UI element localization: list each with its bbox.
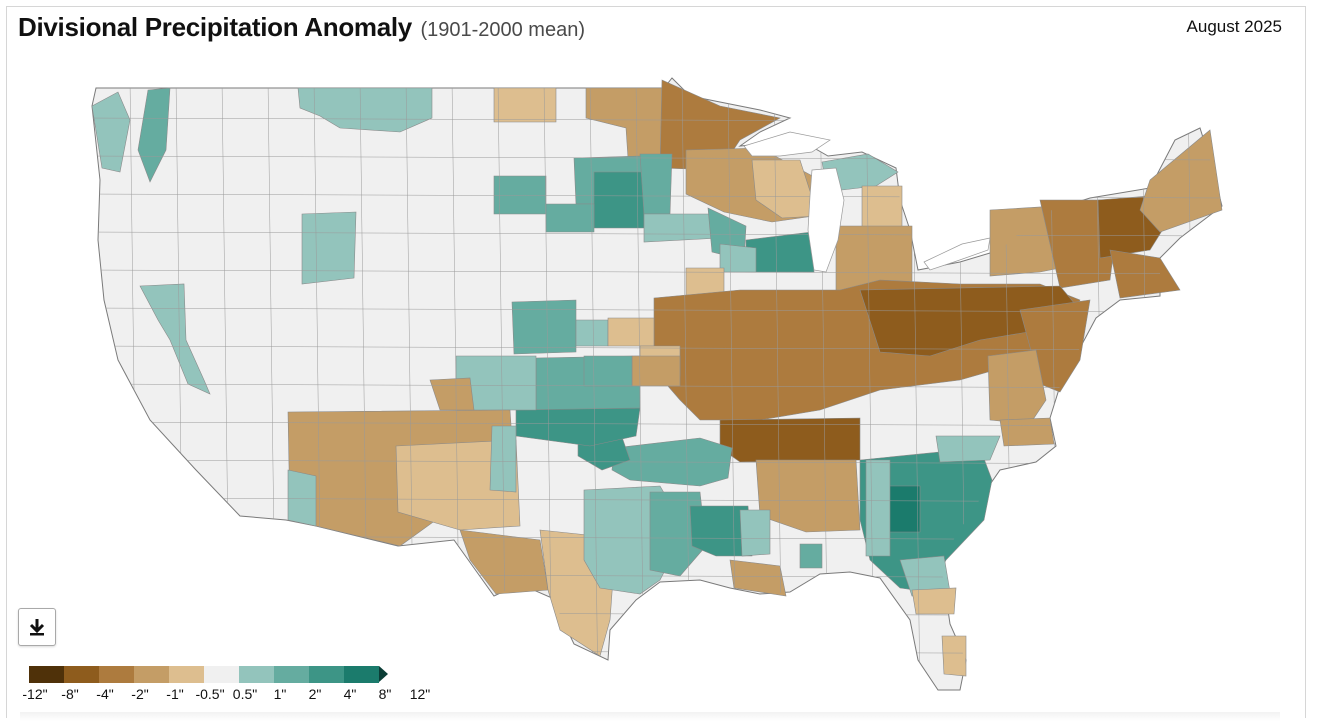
climate-division-37[interactable]: [511, 299, 577, 355]
legend-label-3: -2": [131, 686, 149, 702]
division-boundary-line: [92, 611, 1222, 617]
climate-division-7[interactable]: [751, 159, 819, 219]
climate-division-59[interactable]: [935, 435, 1001, 463]
climate-division-26[interactable]: [1109, 249, 1181, 299]
legend-label-4: -1": [166, 686, 184, 702]
climate-division-11[interactable]: [639, 153, 673, 215]
division-boundary-line: [1095, 79, 1105, 690]
download-button[interactable]: [18, 608, 56, 646]
lake-erie: [923, 237, 991, 271]
climate-division-64[interactable]: [139, 283, 211, 395]
climate-division-62[interactable]: [911, 587, 957, 615]
legend-label-7: 1": [273, 686, 287, 702]
legend-swatch-0: [29, 666, 64, 683]
legend-label-10: 8": [378, 686, 392, 702]
map-title: Divisional Precipitation Anomaly: [18, 12, 412, 42]
climate-division-13[interactable]: [545, 203, 595, 233]
division-boundary-line: [92, 649, 1222, 655]
climate-division-48[interactable]: [287, 469, 317, 527]
climate-division-44[interactable]: [631, 355, 681, 387]
climate-division-3[interactable]: [493, 87, 557, 123]
climate-division-25[interactable]: [1139, 129, 1223, 233]
division-boundary-line: [92, 269, 1222, 275]
legend-swatch-6: [239, 666, 274, 683]
legend-label-6: 0.5": [232, 686, 258, 702]
division-boundary-line: [92, 307, 1222, 313]
legend-labels: -12" -8" -4" -2" -1" -0.5" 0.5" 1" 2" 4" 8" 12": [18, 686, 430, 706]
legend-label-0: -12": [22, 686, 48, 702]
climate-division-56[interactable]: [799, 543, 823, 569]
legend-swatch-3: [134, 666, 169, 683]
legend-label-9: 4": [343, 686, 357, 702]
color-legend: -12" -8" -4" -2" -1" -0.5" 0.5" 1" 2" 4" 8" 12": [18, 666, 430, 706]
climate-division-33[interactable]: [755, 459, 861, 533]
legend-label-5: -0.5": [195, 686, 225, 702]
division-boundary-line: [1141, 79, 1151, 690]
climate-division-41[interactable]: [575, 319, 609, 347]
division-boundary-line: [92, 421, 1222, 427]
download-icon: [29, 619, 45, 636]
climate-division-58[interactable]: [887, 485, 921, 533]
division-boundary-line: [92, 345, 1222, 351]
division-boundary-line: [589, 79, 599, 690]
lake-superior: [743, 131, 831, 157]
legend-swatch-9: [344, 666, 379, 683]
lake-michigan: [807, 167, 845, 273]
climate-division-46[interactable]: [429, 377, 475, 411]
climate-divisions[interactable]: [91, 79, 1223, 677]
climate-division-2[interactable]: [297, 87, 433, 133]
climate-division-55[interactable]: [739, 509, 771, 557]
division-boundary-line: [543, 79, 553, 690]
legend-label-1: -8": [61, 686, 79, 702]
climate-division-15[interactable]: [643, 213, 721, 243]
scroll-shadow: [20, 712, 1280, 721]
climate-division-30[interactable]: [987, 349, 1047, 425]
legend-swatch-7: [274, 666, 309, 683]
legend-color-bar: [29, 666, 388, 683]
legend-label-11: 12": [409, 686, 431, 702]
climate-division-14[interactable]: [301, 211, 357, 285]
climate-division-0[interactable]: [91, 91, 131, 173]
legend-swatch-5: [204, 666, 239, 683]
climate-division-42[interactable]: [607, 317, 655, 347]
climate-division-1[interactable]: [137, 87, 171, 183]
climate-division-34[interactable]: [729, 559, 787, 597]
legend-swatch-1: [64, 666, 99, 683]
climate-division-12[interactable]: [493, 175, 547, 215]
climate-division-63[interactable]: [941, 635, 967, 677]
division-boundary-line: [92, 231, 1222, 237]
map-date: August 2025: [1186, 17, 1282, 36]
legend-arrow: [379, 666, 388, 682]
legend-swatch-4: [169, 666, 204, 683]
legend-swatch-2: [99, 666, 134, 683]
division-boundary-line: [92, 383, 1222, 389]
legend-label-2: -4": [96, 686, 114, 702]
legend-swatch-8: [309, 666, 344, 683]
map-header: Divisional Precipitation Anomaly (1901-2…: [18, 12, 585, 43]
climate-division-45[interactable]: [583, 355, 633, 387]
climate-division-18[interactable]: [719, 243, 757, 273]
climate-division-60[interactable]: [865, 459, 891, 557]
climate-division-31[interactable]: [999, 417, 1055, 447]
climate-division-10[interactable]: [593, 171, 645, 229]
map-subtitle: (1901-2000 mean): [420, 19, 585, 41]
map-panel: [6, 6, 1306, 718]
legend-label-8: 2": [308, 686, 322, 702]
